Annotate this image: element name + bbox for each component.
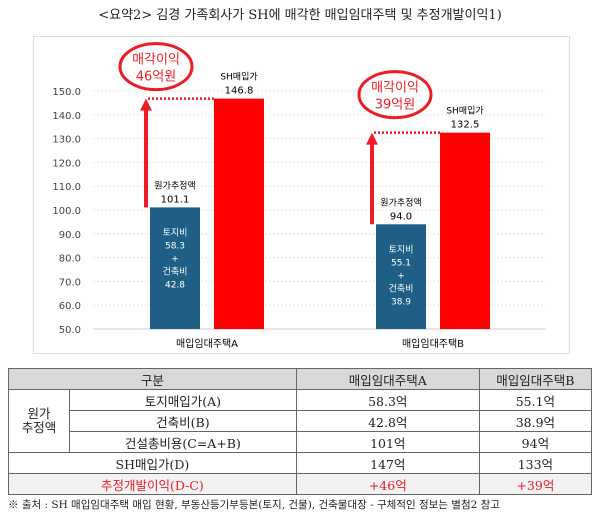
source-note: ※ 출처 : SH 매입임대주택 매입 현황, 부동산등기부등본(토지, 건물)…: [8, 499, 500, 511]
y-tick-label: 70.0: [59, 277, 81, 288]
x-tick-label: 매입임대주택A: [176, 337, 238, 350]
cell: 55.1억: [478, 389, 593, 411]
summary-table: 구분 매입임대주택A 매입임대주택B 원가 추정액 토지매입가(A) 58.3억 …: [8, 368, 593, 495]
page-title: <요약2> 김경 가족회사가 SH에 매각한 매입임대주택 및 추정개발이익1): [98, 8, 502, 23]
cell: 42.8억: [295, 410, 480, 432]
series-name-label: SH매입가: [220, 71, 257, 83]
row-label: 건축비(B): [69, 410, 297, 432]
sh-price-bar: [440, 132, 490, 329]
y-tick-label: 100.0: [52, 206, 81, 217]
y-tick-label: 110.0: [52, 182, 81, 193]
cost-breakdown-label: +: [397, 271, 405, 281]
highlight-circle: [118, 42, 194, 92]
cell: 94억: [478, 431, 593, 453]
cost-breakdown-label: 건축비: [389, 283, 414, 294]
profit-annotation: 매각이익: [132, 53, 180, 68]
cost-breakdown-label: 55.1: [391, 258, 411, 268]
row-label: 추정개발이익(D-C): [8, 473, 297, 495]
y-tick-label: 60.0: [59, 301, 81, 312]
y-tick-label: 80.0: [59, 254, 81, 265]
arrow-head-icon: [140, 98, 152, 111]
table-header-row: 구분 매입임대주택A 매입임대주택B: [8, 368, 593, 390]
x-tick-label: 매입임대주택B: [402, 337, 464, 350]
y-tick-label: 90.0: [59, 230, 81, 241]
cell: 58.3억: [295, 389, 480, 411]
y-tick-label: 50.0: [59, 325, 81, 336]
cost-breakdown-label: 토지비: [163, 227, 188, 238]
arrow-head-icon: [366, 132, 378, 145]
series-name-label: 원가추정액: [154, 179, 195, 191]
data-label: 132.5: [451, 120, 480, 131]
y-tick-label: 150.0: [52, 87, 81, 98]
cost-breakdown-label: 건축비: [163, 266, 188, 277]
cell: +46억: [295, 473, 480, 495]
data-label: 146.8: [225, 86, 254, 97]
cell: 147억: [295, 452, 480, 474]
cost-breakdown-label: +: [171, 254, 179, 264]
cell: 133억: [478, 452, 593, 474]
cost-bar: [150, 207, 200, 329]
series-name-label: SH매입가: [446, 105, 483, 117]
cost-breakdown-label: 토지비: [389, 244, 414, 255]
profit-annotation: 매각이익: [371, 81, 419, 96]
bar-chart: 50.0 60.0 70.0 80.0 90.0 100.0 110.0 120.0 130.0…: [52, 42, 546, 350]
table-row-profit: 추정개발이익(D-C) +46억 +39억: [8, 473, 593, 495]
cost-breakdown-label: 42.8: [165, 280, 185, 290]
y-tick-label: 140.0: [52, 111, 81, 122]
header-cell: 매입임대주택A: [295, 368, 480, 390]
header-cell: 구분: [8, 368, 297, 390]
y-tick-label: 120.0: [52, 158, 81, 169]
cost-bar: [376, 224, 426, 329]
profit-annotation: 39억원: [375, 98, 415, 113]
highlight-circle: [357, 70, 433, 120]
profit-annotation: 46억원: [136, 70, 176, 85]
series-name-label: 원가추정액: [380, 196, 421, 208]
cell: 38.9억: [478, 410, 593, 432]
table-row: 건축비(B) 42.8억 38.9억: [9, 410, 593, 432]
cell: 101억: [295, 431, 480, 453]
cell: +39억: [478, 473, 593, 495]
header-cell: 매입임대주택B: [478, 368, 593, 390]
data-label: 101.1: [161, 194, 190, 205]
row-label: SH매입가(D): [8, 452, 297, 474]
y-tick-label: 130.0: [52, 135, 81, 146]
table-row: 원가 추정액 토지매입가(A) 58.3억 55.1억: [8, 389, 593, 453]
group-label: 원가: [27, 406, 51, 421]
group-label: 추정액: [21, 420, 57, 435]
table-row: 건설총비용(C=A+B) 101억 94억: [9, 431, 593, 453]
cost-breakdown-label: 58.3: [165, 241, 185, 251]
row-label: 건설총비용(C=A+B): [69, 431, 297, 453]
cost-breakdown-label: 38.9: [391, 297, 411, 307]
chart-container: 50.0 60.0 70.0 80.0 90.0 100.0 110.0 120.0 130.0…: [33, 36, 570, 354]
sh-price-bar: [214, 98, 264, 329]
group-cell: 원가 추정액: [8, 389, 70, 453]
table-row: SH매입가(D) 147억 133억: [8, 452, 593, 474]
row-label: 토지매입가(A): [69, 389, 297, 411]
data-label: 94.0: [390, 211, 412, 222]
